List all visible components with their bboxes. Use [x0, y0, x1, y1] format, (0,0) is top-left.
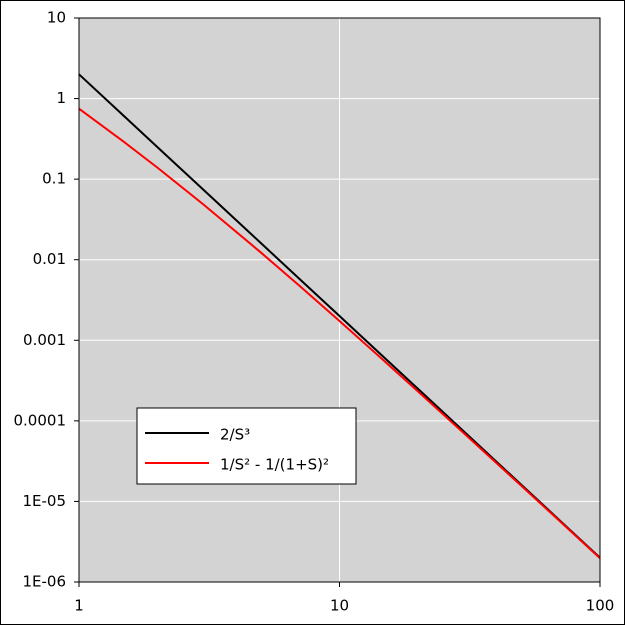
- legend-label: 1/S² - 1/(1+S)²: [220, 456, 329, 474]
- x-tick-label: 10: [330, 597, 349, 615]
- y-tick-label: 0.0001: [14, 411, 67, 429]
- y-tick-label: 0.01: [33, 250, 66, 268]
- x-tick-label: 1: [74, 597, 84, 615]
- x-tick-label: 100: [586, 597, 615, 615]
- series-line: [78, 107, 601, 560]
- y-tick-label: 10: [47, 9, 66, 27]
- y-tick-label: 0.1: [42, 170, 66, 188]
- y-tick-label: 0.001: [23, 331, 66, 349]
- y-tick-label: 1: [56, 89, 66, 107]
- y-tick-label: 1E-05: [22, 492, 66, 510]
- legend-box: [136, 407, 357, 485]
- legend-label: 2/S³: [220, 426, 250, 444]
- y-tick-label: 1E-06: [22, 573, 66, 591]
